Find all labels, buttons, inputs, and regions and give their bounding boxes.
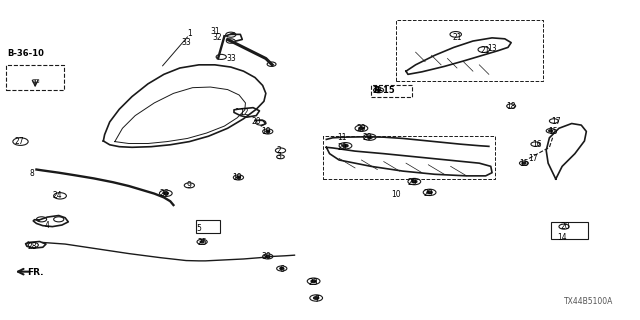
Circle shape bbox=[311, 280, 316, 283]
Text: 32: 32 bbox=[212, 33, 221, 42]
Circle shape bbox=[522, 162, 526, 164]
Circle shape bbox=[163, 192, 168, 195]
Text: 9: 9 bbox=[187, 181, 192, 190]
Circle shape bbox=[266, 255, 269, 257]
Text: 17: 17 bbox=[551, 117, 561, 126]
Text: 24: 24 bbox=[52, 191, 62, 200]
Text: ▭: ▭ bbox=[31, 77, 39, 86]
Text: 3: 3 bbox=[276, 152, 281, 161]
Text: 29: 29 bbox=[363, 133, 372, 142]
Text: 33: 33 bbox=[181, 38, 191, 47]
Circle shape bbox=[412, 180, 417, 183]
Text: 21: 21 bbox=[452, 33, 461, 42]
Bar bbox=[196, 220, 220, 233]
Circle shape bbox=[266, 131, 269, 132]
Text: 28: 28 bbox=[28, 242, 36, 251]
Circle shape bbox=[377, 89, 381, 91]
Text: 8: 8 bbox=[29, 169, 35, 178]
Text: 5: 5 bbox=[196, 224, 202, 233]
Text: TX44B5100A: TX44B5100A bbox=[564, 297, 613, 306]
Circle shape bbox=[548, 130, 552, 132]
Text: 6: 6 bbox=[279, 265, 284, 274]
Circle shape bbox=[359, 127, 364, 130]
Circle shape bbox=[280, 268, 284, 269]
Text: 19: 19 bbox=[232, 173, 242, 182]
Circle shape bbox=[367, 136, 372, 139]
Text: 29: 29 bbox=[337, 143, 347, 152]
Text: 16: 16 bbox=[532, 140, 541, 148]
Text: 29: 29 bbox=[356, 124, 366, 133]
Text: 11: 11 bbox=[337, 133, 347, 142]
Text: 29: 29 bbox=[424, 189, 433, 198]
Text: 10: 10 bbox=[392, 190, 401, 199]
Text: 19: 19 bbox=[261, 127, 271, 136]
Circle shape bbox=[427, 191, 432, 194]
Text: 23: 23 bbox=[309, 278, 319, 287]
Text: 22: 22 bbox=[372, 86, 382, 95]
Text: 27: 27 bbox=[15, 137, 24, 147]
Text: 7: 7 bbox=[314, 295, 319, 304]
Text: 2: 2 bbox=[276, 146, 281, 155]
Circle shape bbox=[200, 241, 204, 243]
Text: 29: 29 bbox=[408, 178, 417, 187]
Text: 30: 30 bbox=[261, 252, 271, 261]
Text: 20: 20 bbox=[561, 222, 570, 231]
Text: 15: 15 bbox=[548, 127, 557, 136]
Text: 1: 1 bbox=[187, 28, 192, 38]
Text: 21: 21 bbox=[481, 46, 490, 55]
Text: FR.: FR. bbox=[27, 268, 44, 277]
Text: 4: 4 bbox=[45, 220, 50, 229]
Circle shape bbox=[343, 144, 348, 147]
Text: 15: 15 bbox=[519, 159, 529, 168]
Text: 12: 12 bbox=[239, 108, 248, 117]
Bar bbox=[550, 222, 588, 239]
Text: 20: 20 bbox=[252, 117, 261, 126]
Text: B-36-10: B-36-10 bbox=[7, 49, 44, 58]
Text: 17: 17 bbox=[529, 154, 538, 163]
Text: B-15: B-15 bbox=[373, 86, 395, 95]
Text: 26: 26 bbox=[159, 189, 169, 198]
Text: 33: 33 bbox=[226, 54, 236, 63]
Text: 18: 18 bbox=[506, 101, 516, 111]
Text: 31: 31 bbox=[210, 27, 220, 36]
Text: 14: 14 bbox=[557, 233, 567, 242]
Circle shape bbox=[237, 177, 241, 178]
Text: 13: 13 bbox=[487, 44, 497, 53]
Text: 25: 25 bbox=[197, 238, 207, 247]
Circle shape bbox=[314, 297, 319, 299]
